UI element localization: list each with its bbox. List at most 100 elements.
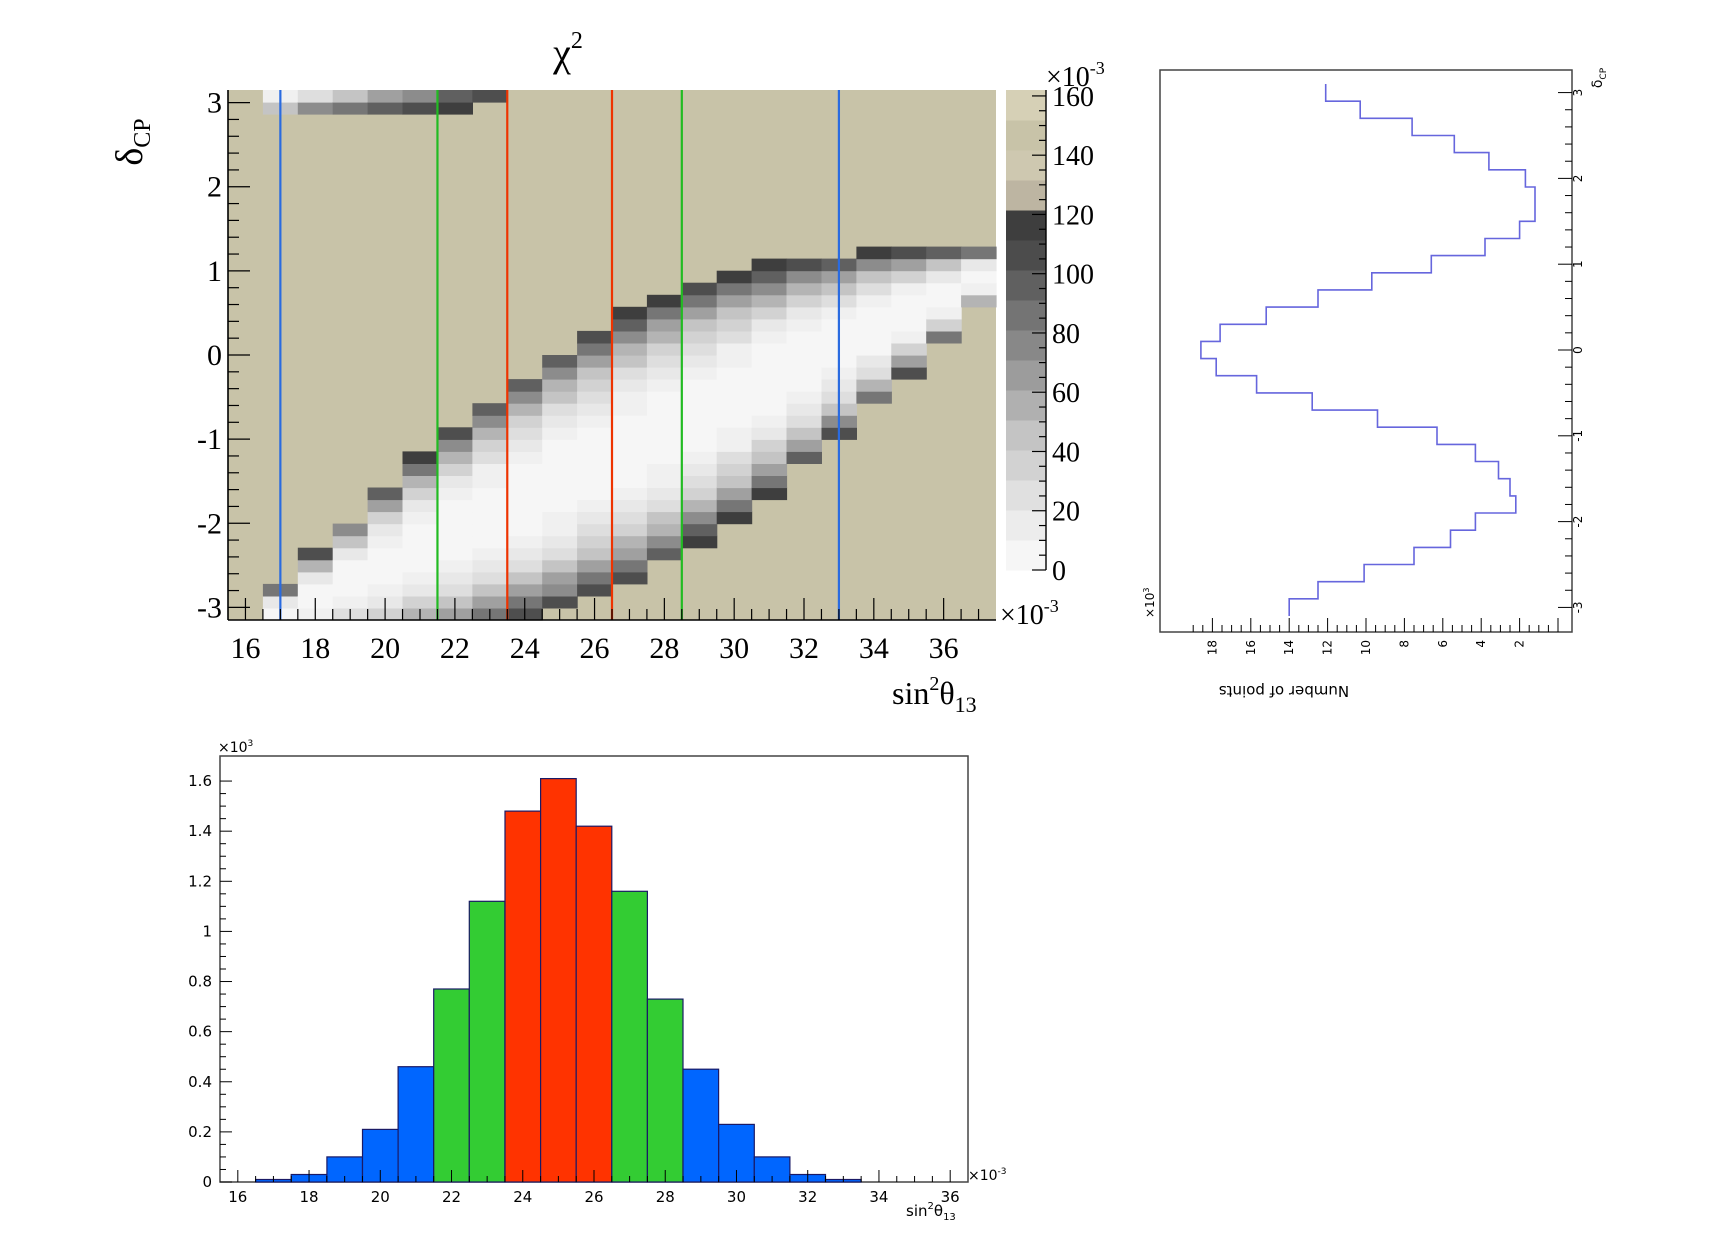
heatmap-cell xyxy=(402,451,438,464)
heatmap-cell xyxy=(646,355,683,368)
heatmap-cell xyxy=(437,559,473,573)
heatmap-cell xyxy=(402,511,438,525)
heatmap-cell xyxy=(367,547,404,561)
heatmap-cell xyxy=(612,451,648,464)
heatmap-cell xyxy=(472,547,508,561)
colorbar-tick-label: 100 xyxy=(1052,260,1094,291)
heatmap-cell xyxy=(681,487,718,501)
heatmap-cell xyxy=(716,439,753,452)
heatmap-cell xyxy=(542,511,578,525)
heatmap-cell xyxy=(612,523,648,537)
heatmap-cell xyxy=(681,439,718,452)
heatmap-cell xyxy=(751,403,788,416)
heatmap-cell xyxy=(856,355,892,368)
heatmap-cell xyxy=(542,475,578,489)
heatmap-cell xyxy=(507,487,543,501)
heatmap-cell xyxy=(507,571,543,585)
heatmap-cell xyxy=(367,571,404,585)
heatmap-cell xyxy=(856,282,892,296)
heatmap-cell xyxy=(786,355,822,368)
heatmap-cell xyxy=(437,90,473,103)
histogram-axes: 16 18 20 22 24 26 28 30 32 34 36 1.6 1.4 1.2 1 0.8 0.6 0.… xyxy=(188,772,960,1206)
heatmap-cell xyxy=(681,306,718,320)
profile-frame xyxy=(1159,69,1573,633)
heatmap-cell xyxy=(681,427,718,440)
profile-line xyxy=(1200,84,1536,616)
heatmap-cell xyxy=(402,559,438,573)
heatmap-cell xyxy=(577,367,613,380)
heatmap-cell xyxy=(577,403,613,416)
heatmap-cell xyxy=(786,367,822,380)
heatmap-cell xyxy=(681,403,718,416)
heatmap-cell xyxy=(681,318,718,332)
heatmap-cell xyxy=(612,403,648,416)
heatmap-cell xyxy=(786,330,822,344)
heatmap-cell xyxy=(716,463,753,476)
heatmap-cell xyxy=(577,355,613,368)
heatmap-cell xyxy=(716,355,753,368)
heatmap-cell xyxy=(786,343,822,356)
heatmap-cell xyxy=(646,343,683,356)
heatmap-cell xyxy=(751,451,788,464)
colorbar-tick-label: 40 xyxy=(1052,437,1080,468)
heatmap-cell xyxy=(472,583,508,597)
heatmap-cell xyxy=(402,463,438,476)
heatmap-cell xyxy=(542,367,578,380)
heatmap-cell xyxy=(367,487,404,501)
heatmap-cell xyxy=(577,547,613,561)
heatmap-cell xyxy=(612,475,648,489)
profile-count-multiplier: ×103 xyxy=(1142,588,1157,618)
heatmap-cell xyxy=(542,403,578,416)
heatmap-cell xyxy=(646,427,683,440)
heatmap-cell xyxy=(891,270,927,284)
heatmap-cell xyxy=(786,391,822,404)
heatmap-cell xyxy=(716,343,753,356)
profile-count-tick-label: 12 xyxy=(1321,640,1335,655)
heatmap-cell xyxy=(786,451,822,464)
profile-count-tick-label: 8 xyxy=(1397,640,1411,648)
heatmap-cell xyxy=(926,330,962,344)
heatmap-x-tick-label: 16 xyxy=(230,632,260,665)
heatmap-cell xyxy=(786,282,822,296)
heatmap-cell xyxy=(891,343,927,356)
heatmap-cell xyxy=(577,415,613,428)
heatmap-cell xyxy=(646,439,683,452)
heatmap-cell xyxy=(856,379,892,392)
histogram-y-tick-label: 0 xyxy=(202,1173,212,1191)
histogram-x-tick-label: 22 xyxy=(442,1188,461,1206)
heatmap-cell xyxy=(542,439,578,452)
heatmap-cell xyxy=(751,258,788,272)
heatmap-cell xyxy=(297,583,334,597)
heatmap-cell xyxy=(577,379,613,392)
heatmap-cell xyxy=(507,547,543,561)
colorbar-tick-label: 160 xyxy=(1052,82,1094,113)
heatmap-cell xyxy=(716,427,753,440)
heatmap-x-tick-label: 26 xyxy=(580,632,610,665)
heatmap-cell xyxy=(542,487,578,501)
heatmap-cells xyxy=(262,90,997,621)
heatmap-cell xyxy=(612,499,648,513)
heatmap-cell xyxy=(507,391,543,404)
heatmap-cell xyxy=(856,294,892,308)
heatmap-cell xyxy=(926,270,962,284)
profile-delta-tick-label: -3 xyxy=(1571,601,1585,613)
heatmap-cell xyxy=(786,403,822,416)
heatmap-cell xyxy=(751,330,788,344)
heatmap-xlabel: sin2θ13 xyxy=(892,673,977,717)
heatmap-cell xyxy=(542,451,578,464)
heatmap-cell xyxy=(367,499,404,513)
heatmap-cell xyxy=(612,306,648,320)
heatmap-cell xyxy=(507,451,543,464)
heatmap-cell xyxy=(646,306,683,320)
heatmap-cell xyxy=(751,270,788,284)
colorbar-level xyxy=(1006,480,1046,511)
colorbar-level xyxy=(1006,120,1046,151)
heatmap-cell xyxy=(402,487,438,501)
interval-lines xyxy=(279,90,841,620)
profile-delta-tick-label: 3 xyxy=(1571,89,1585,97)
heatmap-cell xyxy=(472,559,508,573)
heatmap-cell xyxy=(577,330,613,344)
heatmap-cell xyxy=(612,330,648,344)
